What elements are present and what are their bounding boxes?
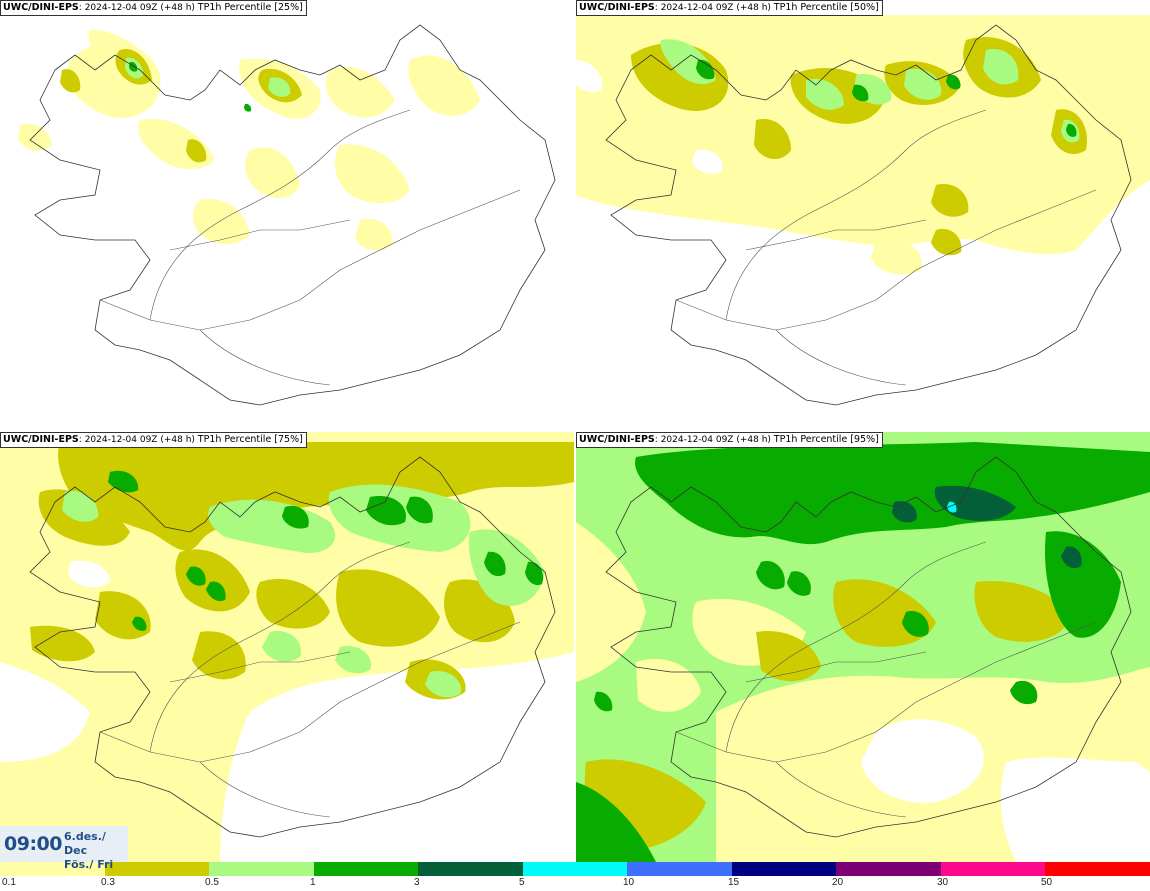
- coastline: [29, 24, 556, 406]
- colorbar-tick-label: 0.5: [205, 877, 219, 888]
- colorbar-segment: [313, 862, 419, 876]
- panel-run: 2024-12-04 09Z (+48 h): [84, 3, 195, 13]
- precip-layer: [576, 432, 1150, 862]
- colorbar-segment: [209, 862, 314, 876]
- colorbar-segment: [418, 862, 523, 876]
- colorbar-tick-label: 50: [1041, 877, 1053, 888]
- panel-source: UWC/DINI-EPS: [3, 434, 79, 445]
- panel-run: 2024-12-04 09Z (+48 h): [84, 435, 195, 445]
- valid-date-line1: 6.des./ Dec: [64, 830, 106, 857]
- colorbar-tick-label: 3: [414, 877, 420, 888]
- coastline: [605, 24, 1132, 406]
- panel-title: UWC/DINI-EPS: 2024-12-04 09Z (+48 h) TP1…: [0, 0, 307, 16]
- colorbar-tick-label: 30: [937, 877, 949, 888]
- colorbar-segment: [940, 862, 1046, 876]
- colorbar-tick-label: 10: [623, 877, 635, 888]
- map-panel-p25: UWC/DINI-EPS: 2024-12-04 09Z (+48 h) TP1…: [0, 0, 574, 430]
- map-panel-p95: UWC/DINI-EPS: 2024-12-04 09Z (+48 h) TP1…: [576, 432, 1150, 862]
- panel-product: TP1h Percentile [95%]: [773, 434, 879, 445]
- colorbar-tick-label: 0.3: [101, 877, 115, 888]
- precip-layer: [0, 432, 574, 862]
- colorbar-tick-label: 1: [310, 877, 316, 888]
- roads: [675, 109, 1097, 386]
- panel-run: 2024-12-04 09Z (+48 h): [660, 3, 771, 13]
- valid-time-box: 09:00 6.des./ Dec Fös./ Fri: [0, 826, 128, 871]
- valid-time: 09:00: [4, 833, 62, 855]
- map-p25: [18, 24, 556, 406]
- panel-title: UWC/DINI-EPS: 2024-12-04 09Z (+48 h) TP1…: [576, 0, 883, 16]
- map-p50: [576, 15, 1150, 406]
- panel-title: UWC/DINI-EPS: 2024-12-04 09Z (+48 h) TP1…: [576, 432, 883, 448]
- colorbar-segment: [1045, 862, 1150, 876]
- panel-product: TP1h Percentile [75%]: [197, 434, 303, 445]
- map-panel-p75: UWC/DINI-EPS: 2024-12-04 09Z (+48 h) TP1…: [0, 432, 574, 862]
- roads: [99, 109, 521, 386]
- panel-product: TP1h Percentile [50%]: [773, 2, 879, 13]
- precip-layer: [18, 29, 480, 251]
- map-p95: [576, 432, 1150, 862]
- colorbar-ticks: 0.1 0.3 0.5 1 3 5 10 15 20 30 50: [0, 876, 1150, 891]
- colorbar-tick-label: 0.1: [2, 877, 16, 888]
- valid-date-line2: Fös./ Fri: [64, 858, 114, 871]
- coastline: [29, 456, 556, 838]
- map-p75: [0, 432, 574, 862]
- panel-product: TP1h Percentile [25%]: [197, 2, 303, 13]
- colorbar-segment: [836, 862, 941, 876]
- panel-run: 2024-12-04 09Z (+48 h): [660, 435, 771, 445]
- colorbar-segment: [0, 862, 105, 876]
- colorbar-segment: [627, 862, 732, 876]
- roads: [675, 541, 1097, 818]
- map-panel-p50: UWC/DINI-EPS: 2024-12-04 09Z (+48 h) TP1…: [576, 0, 1150, 430]
- colorbar-tick-label: 5: [519, 877, 525, 888]
- roads: [99, 541, 521, 818]
- colorbar: [0, 862, 1150, 876]
- precip-layer: [576, 15, 1150, 275]
- colorbar-tick-label: 20: [832, 877, 844, 888]
- panel-source: UWC/DINI-EPS: [3, 2, 79, 13]
- panel-source: UWC/DINI-EPS: [579, 434, 655, 445]
- colorbar-segment: [731, 862, 837, 876]
- colorbar-segment: [104, 862, 210, 876]
- valid-date: 6.des./ Dec Fös./ Fri: [64, 830, 128, 872]
- panel-divider-horizontal: [0, 430, 1150, 432]
- colorbar-segment: [522, 862, 628, 876]
- panel-source: UWC/DINI-EPS: [579, 2, 655, 13]
- coastline: [605, 456, 1132, 838]
- colorbar-tick-label: 15: [728, 877, 740, 888]
- panel-title: UWC/DINI-EPS: 2024-12-04 09Z (+48 h) TP1…: [0, 432, 307, 448]
